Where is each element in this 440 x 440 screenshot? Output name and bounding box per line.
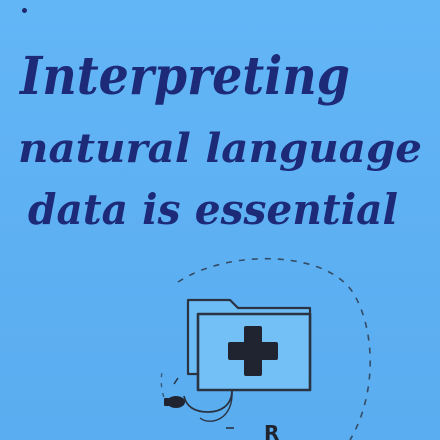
handwritten-note: Interpreting natural language data is es…	[18, 46, 422, 234]
note-line-1: Interpreting	[18, 46, 350, 107]
plus-icon-horizontal	[228, 342, 278, 360]
note-line-3: data is essential	[28, 185, 398, 234]
cable-plug-tip	[164, 398, 170, 406]
ink-dot	[22, 8, 27, 13]
cable-line-lower	[199, 389, 233, 422]
dashed-circle-arc	[177, 257, 371, 440]
partial-label: R	[264, 421, 279, 440]
small-tick	[173, 377, 179, 385]
medical-illustration: R	[160, 257, 371, 440]
medical-folder-icon	[186, 298, 312, 392]
note-line-2: natural language	[18, 125, 422, 172]
cable-line	[183, 389, 233, 413]
cable-plug-icon	[167, 396, 185, 408]
